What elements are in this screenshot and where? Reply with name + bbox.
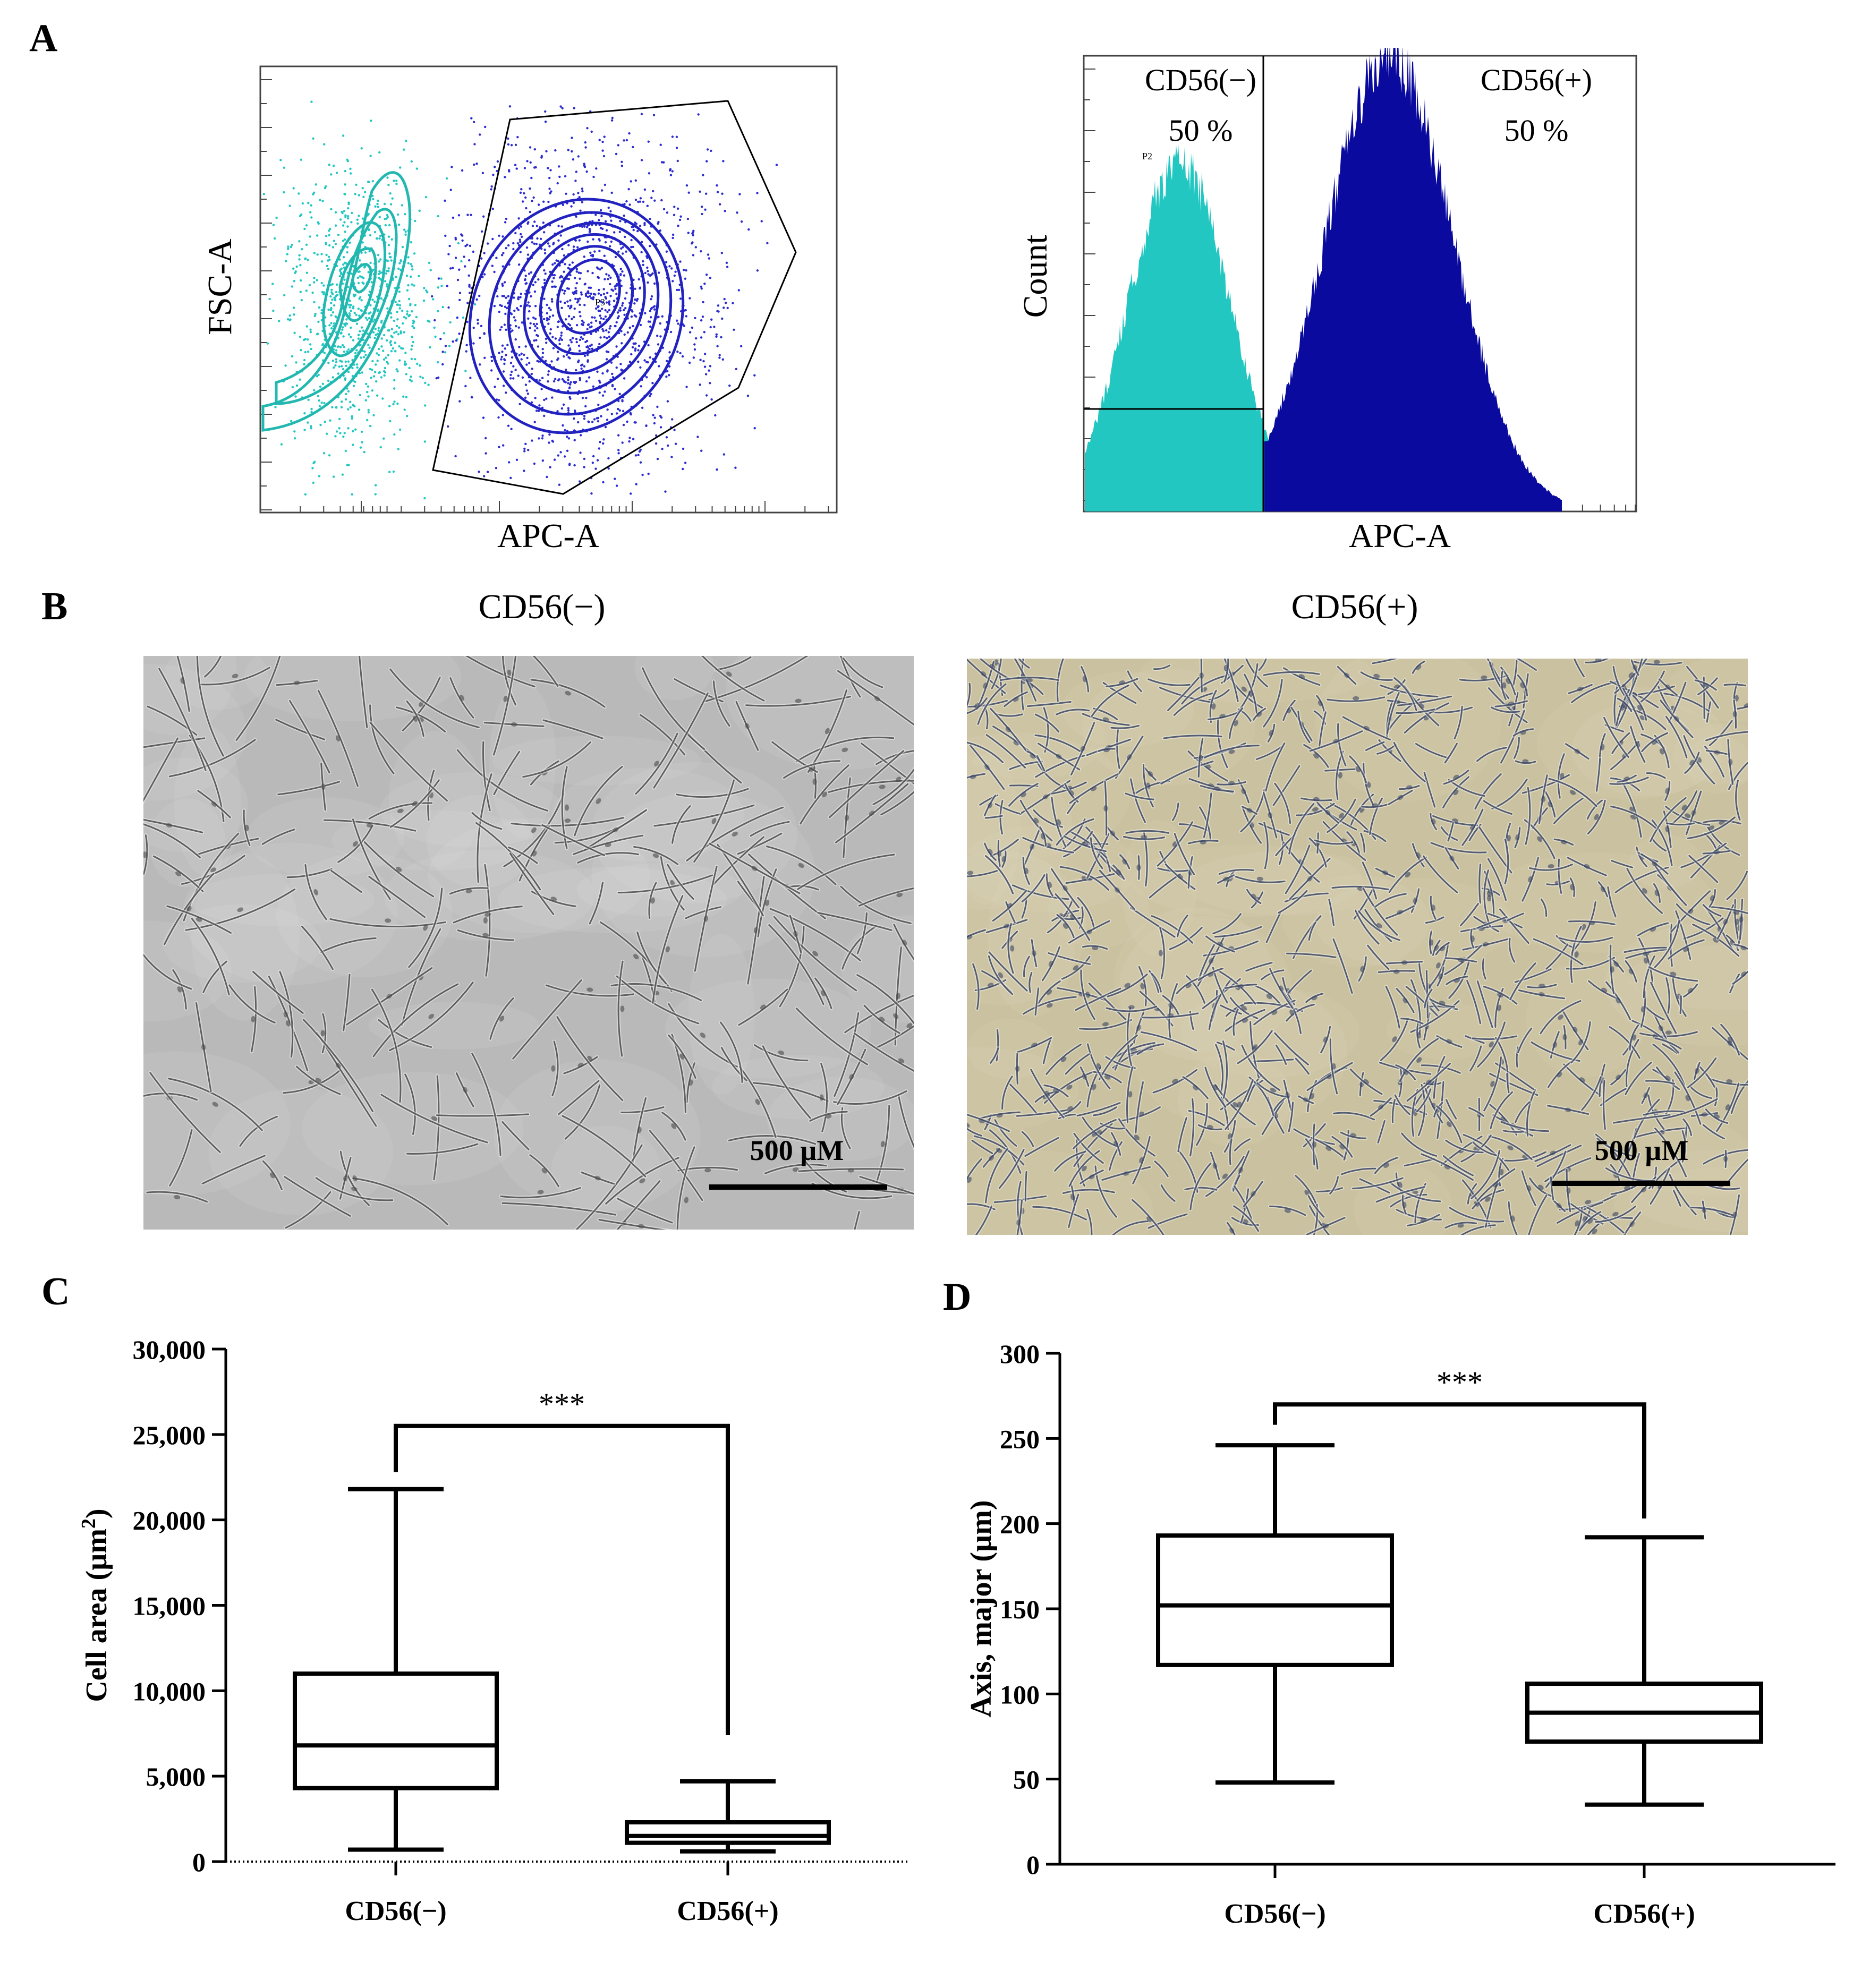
box-positive	[1525, 1535, 1763, 1807]
y-tick-label: 200	[1000, 1509, 1040, 1539]
y-tick-label: 10,000	[133, 1676, 206, 1706]
significance-stars: ***	[539, 1387, 585, 1421]
x-tick-label: CD56(+)	[677, 1896, 778, 1926]
micrograph-right-title: CD56(+)	[1291, 587, 1418, 626]
iqr-box	[1156, 1533, 1394, 1667]
histogram-neg-pct: 50 %	[1169, 113, 1233, 148]
y-tick-label: 100	[1000, 1679, 1040, 1709]
micrograph-right-scale-bar	[1552, 1181, 1730, 1186]
micrograph-left-scale-label: 500 µM	[750, 1134, 844, 1166]
y-tick-label: 250	[1000, 1424, 1040, 1454]
scatter-x-label: APC-A	[497, 517, 599, 554]
y-tick-label: 0	[1026, 1850, 1040, 1880]
histogram-x-label: APC-A	[1349, 517, 1451, 554]
micrograph-right-cells	[967, 659, 1748, 1235]
box-negative	[293, 1487, 499, 1852]
negative-contours	[261, 171, 412, 432]
y-axis	[1046, 1352, 1061, 1866]
y-tick-label: 0	[192, 1847, 206, 1877]
y-axis-label-superscript: 2	[78, 1518, 100, 1529]
scatter-frame	[259, 65, 838, 514]
box-plot-axis-major: 0 50 100 150 200 250 300 CD56(−) CD56(+) *** Axis,…	[965, 1339, 1835, 1929]
y-tick-label: 30,000	[133, 1335, 206, 1364]
histogram-pos-pct: 50 %	[1504, 113, 1569, 148]
y-tick-label: 300	[1000, 1339, 1040, 1369]
micrograph-cd56-positive: 500 µM	[967, 659, 1748, 1235]
micrograph-right-scale-label: 500 µM	[1594, 1134, 1689, 1166]
histogram-neg-label: CD56(−)	[1145, 63, 1256, 97]
positive-contours	[468, 198, 685, 434]
flow-scatter-plot: P3 APC-A FSC-A	[202, 65, 838, 554]
scatter-y-label: FSC-A	[202, 238, 239, 335]
box-positive	[625, 1779, 831, 1854]
y-axis-label-close: )	[80, 1508, 113, 1518]
iqr-box	[625, 1820, 831, 1845]
histogram-y-label: Count	[1016, 235, 1054, 318]
positive-histogram	[1264, 48, 1562, 511]
x-tick-label: CD56(−)	[1224, 1899, 1325, 1929]
significance-stars: ***	[1436, 1365, 1483, 1400]
y-tick-label: 15,000	[133, 1591, 206, 1621]
flow-histogram: P2 CD56(−) 50 % CD56(+) 50 % APC-A Count	[1016, 48, 1637, 554]
y-axis	[212, 1347, 227, 1863]
histogram-pos-label: CD56(+)	[1481, 63, 1592, 97]
scatter-x-ticks	[260, 501, 829, 513]
gate-p3	[432, 100, 797, 495]
box-plot-cell-area: 0 5,000 10,000 15,000 20,000 25,000 30,000 CD56…	[78, 1335, 908, 1926]
y-tick-label: 5,000	[146, 1762, 206, 1791]
micrograph-left-title: CD56(−)	[478, 587, 606, 626]
panel-label-b: B	[41, 585, 68, 628]
negative-histogram	[1085, 144, 1296, 511]
significance-bracket	[394, 1423, 730, 1735]
y-tick-label: 20,000	[133, 1506, 206, 1535]
micrograph-left-cells	[143, 656, 914, 1230]
iqr-box	[293, 1671, 499, 1790]
panel-label-d: D	[943, 1275, 972, 1319]
y-axis-label: Axis, major (µm)	[965, 1500, 998, 1717]
y-tick-label: 150	[1000, 1594, 1040, 1624]
scatter-y-ticks	[260, 79, 272, 510]
scatter-gate-label: P3	[595, 297, 605, 308]
y-axis-label: Cell area (µm2)	[78, 1508, 113, 1702]
positive-population-dots	[431, 105, 778, 495]
panel-label-a: A	[29, 16, 58, 60]
histogram-gate-label: P2	[1142, 151, 1152, 161]
x-tick-label: CD56(+)	[1593, 1899, 1695, 1929]
y-tick-label: 50	[1013, 1765, 1040, 1795]
y-tick-label: 25,000	[133, 1420, 206, 1450]
panel-label-c: C	[41, 1270, 70, 1313]
micrograph-left-scale-bar	[709, 1184, 887, 1190]
significance-bracket	[1273, 1402, 1646, 1519]
box-negative	[1156, 1443, 1394, 1785]
micrograph-cd56-negative: 500 µM	[143, 656, 914, 1230]
x-tick-label: CD56(−)	[345, 1896, 446, 1926]
